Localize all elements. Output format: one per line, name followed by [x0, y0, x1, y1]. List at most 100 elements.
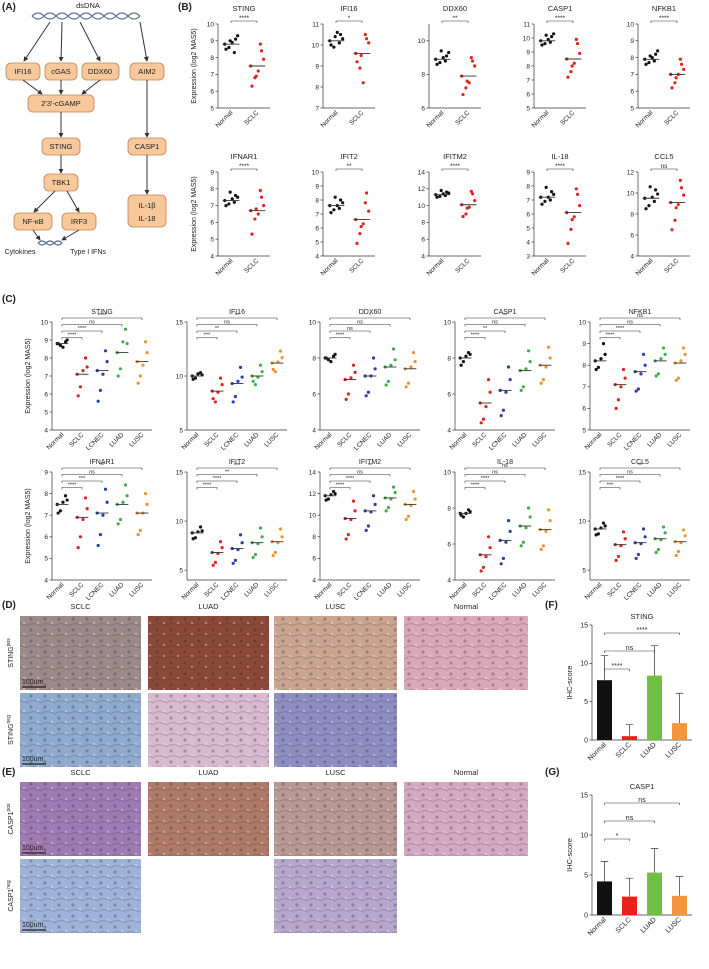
error-bar: [675, 692, 684, 724]
arrow: [23, 21, 51, 62]
y-tick-label: 6: [210, 220, 214, 227]
y-tick-label: 12: [627, 169, 635, 176]
data-point: [81, 517, 85, 522]
data-point: [338, 198, 343, 202]
significance-label: **: [452, 15, 458, 22]
data-point: [572, 215, 576, 219]
y-tick-label: 10: [312, 169, 320, 176]
data-point: [251, 379, 255, 383]
data-point: [278, 349, 283, 353]
data-point: [78, 385, 82, 389]
significance-bracket: [464, 487, 486, 490]
data-point: [639, 372, 643, 376]
arrow: [58, 21, 64, 62]
data-point: [363, 201, 367, 205]
data-point: [470, 59, 475, 63]
bar: [672, 723, 687, 740]
significance-label: *: [369, 313, 372, 319]
data-point: [464, 354, 468, 358]
row-label-sup: neg: [6, 715, 12, 724]
significance-label: ns: [89, 469, 95, 475]
data-point: [574, 187, 578, 191]
y-tick-label: 0: [584, 737, 588, 744]
y-tick-label: 4: [44, 577, 48, 584]
data-point: [116, 522, 120, 526]
panel-label: (C): [2, 294, 16, 305]
significance-label: ****: [239, 163, 250, 170]
y-tick-label: 7: [526, 77, 530, 84]
x-tick-label: Normal: [531, 257, 551, 277]
x-tick-label: LUSC: [666, 431, 683, 448]
data-point: [280, 356, 284, 360]
data-point: [501, 556, 505, 561]
data-point: [143, 492, 148, 496]
data-point: [105, 500, 109, 504]
significance-bracket: [604, 632, 680, 635]
data-point: [468, 510, 472, 514]
y-tick-label: 10: [523, 35, 531, 42]
x-tick-label: LUAD: [511, 581, 528, 598]
y-tick-label: 8: [315, 197, 319, 204]
x-tick-label: SCLC: [559, 257, 576, 274]
significance-label: ****: [555, 163, 566, 170]
data-point: [404, 385, 408, 389]
data-point: [546, 508, 551, 512]
y-tick-label: 10: [627, 21, 635, 28]
micrograph-texture: [148, 693, 269, 767]
significance-label: ****: [659, 15, 670, 22]
data-point: [359, 225, 363, 229]
data-point: [552, 32, 556, 36]
data-point: [548, 198, 552, 202]
data-point: [544, 365, 548, 369]
y-tick-label: 11: [523, 21, 530, 28]
significance-bracket: [604, 650, 655, 653]
data-point: [256, 69, 260, 73]
data-point: [103, 487, 108, 491]
significance-bracket: [329, 324, 391, 327]
data-point: [404, 517, 408, 522]
x-tick-label: LUAD: [108, 431, 125, 448]
significance-bracket: [230, 168, 258, 171]
bar: [597, 680, 612, 740]
data-point: [259, 195, 264, 199]
data-point: [262, 204, 266, 208]
significance-bracket: [546, 20, 574, 23]
panel-label: (B): [178, 2, 192, 13]
column-label: LUAD: [198, 602, 219, 611]
significance-bracket: [61, 337, 83, 340]
data-point: [254, 207, 258, 211]
significance-label: ****: [450, 163, 461, 170]
data-point: [138, 528, 142, 532]
x-tick-label: LUSC: [128, 581, 145, 598]
significance-bracket: [599, 467, 681, 470]
x-tick-label: SCLC: [243, 109, 260, 126]
data-point: [504, 540, 508, 544]
data-point: [546, 345, 551, 349]
data-point: [254, 74, 258, 78]
data-point: [461, 92, 465, 97]
dna-helix: [37, 240, 63, 246]
significance-bracket: [464, 480, 506, 483]
data-point: [333, 352, 337, 356]
y-tick-label: 10: [579, 518, 587, 525]
chart-title: IFIT2: [229, 459, 245, 466]
x-tick-label: SCLC: [615, 741, 633, 759]
data-point: [351, 363, 356, 367]
y-tick-label: 8: [421, 72, 425, 79]
micrograph-texture: [20, 616, 141, 690]
significance-bracket: [464, 467, 546, 470]
data-point: [411, 351, 416, 355]
data-point: [621, 367, 626, 372]
data-point: [145, 351, 149, 355]
y-tick-label: 4: [421, 253, 425, 260]
data-point: [253, 383, 257, 387]
data-point: [406, 514, 410, 518]
data-point: [358, 66, 362, 70]
y-tick-label: 10: [444, 319, 452, 326]
x-tick-label: LUSC: [396, 581, 413, 598]
significance-label: ns: [627, 469, 633, 475]
y-tick-label: 8: [421, 220, 425, 227]
data-point: [679, 359, 683, 363]
data-point: [56, 511, 60, 515]
data-point: [65, 338, 69, 342]
